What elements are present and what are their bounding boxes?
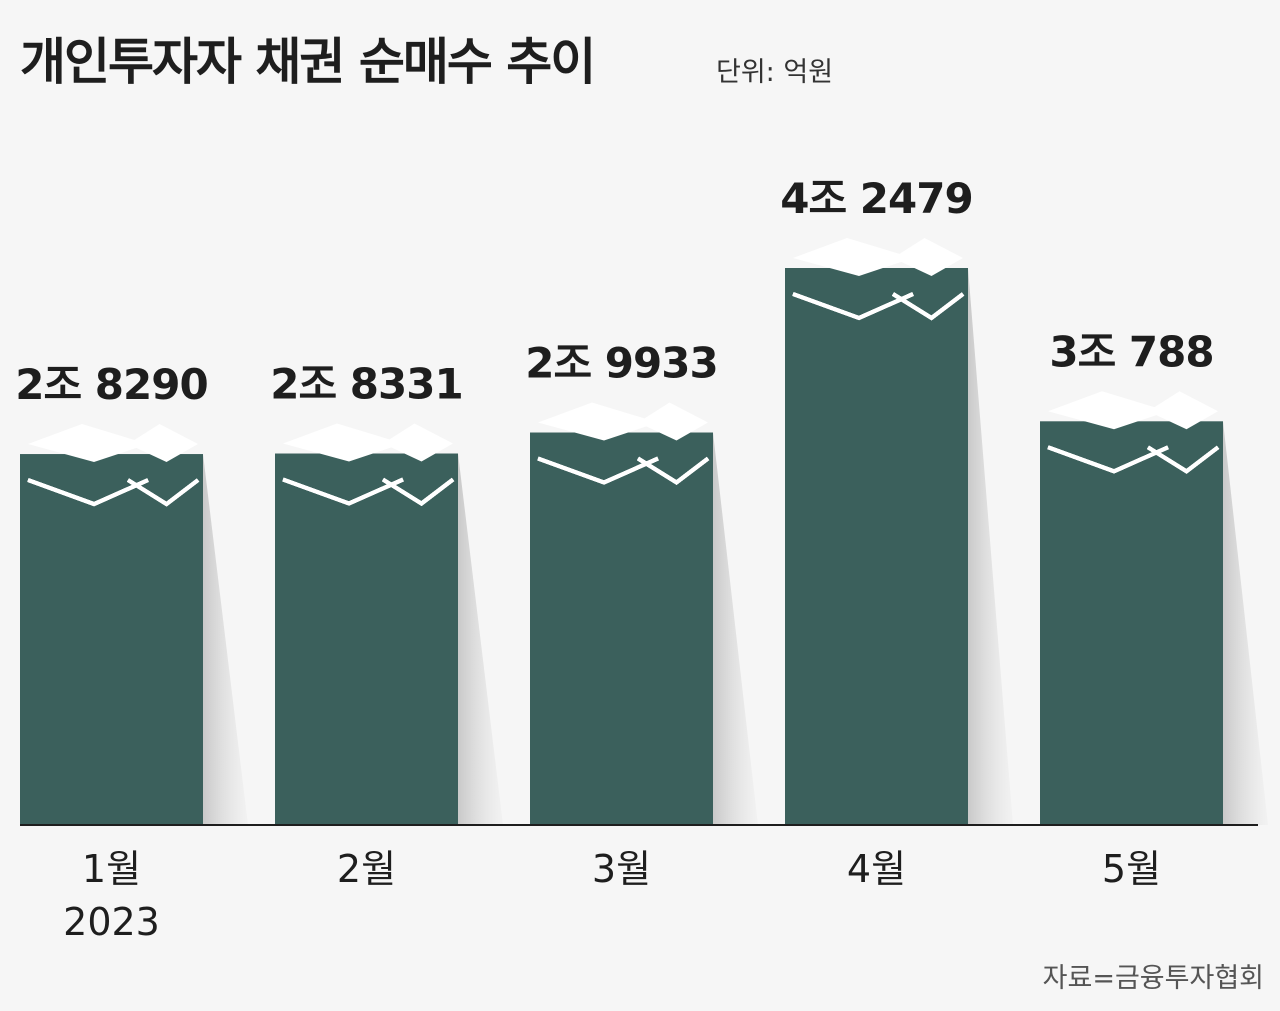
- note-top: [283, 423, 403, 462]
- note-line: [27, 478, 149, 507]
- bar-shadow: [1223, 421, 1268, 825]
- note-line: [636, 456, 710, 485]
- note-line: [891, 292, 965, 321]
- note-top: [128, 424, 198, 463]
- note-top: [893, 238, 963, 276]
- x-tick-sublabel: 2023: [63, 900, 160, 944]
- data-label: 2조 9933: [525, 339, 717, 388]
- bar: [530, 432, 713, 825]
- bar-group: 2조 8331 2월: [270, 360, 503, 891]
- x-tick-label: 2월: [337, 847, 396, 891]
- x-tick-label: 1월: [82, 847, 141, 891]
- chart-title: 개인투자자 채권 순매수 추이: [20, 33, 596, 91]
- bar: [785, 268, 968, 825]
- bar-shadow: [968, 268, 1013, 825]
- note-line: [1146, 445, 1220, 474]
- note-top: [538, 402, 658, 441]
- bar: [20, 454, 203, 825]
- note-top: [1048, 391, 1168, 430]
- x-tick-label: 3월: [592, 847, 651, 891]
- note-top: [28, 424, 148, 463]
- note-line: [126, 478, 200, 507]
- note-top: [793, 238, 913, 276]
- data-label: 2조 8331: [270, 360, 462, 409]
- note-top: [383, 423, 453, 462]
- data-label: 4조 2479: [780, 174, 972, 223]
- data-label: 3조 788: [1049, 327, 1213, 376]
- bar-shadow: [458, 453, 503, 825]
- note-line: [792, 292, 914, 321]
- bar-shadow: [713, 432, 758, 825]
- note-line: [1047, 445, 1169, 474]
- note-line: [282, 477, 404, 506]
- bar-group: 2조 9933 3월: [525, 339, 758, 891]
- note-top: [1148, 391, 1218, 430]
- data-label: 2조 8290: [15, 360, 207, 409]
- x-tick-label: 4월: [847, 847, 906, 891]
- bar-group: 4조 2479 4월: [780, 174, 1013, 891]
- bar: [275, 453, 458, 825]
- note-line: [381, 477, 455, 506]
- bar: [1040, 421, 1223, 825]
- note-line: [537, 456, 659, 485]
- bar-group: 3조 788 5월: [1040, 327, 1268, 891]
- bar-shadow: [203, 454, 248, 825]
- note-top: [638, 402, 708, 441]
- source-note: 자료=금융투자협회: [1042, 963, 1264, 994]
- bar-group: 2조 8290 1월 2023: [15, 360, 248, 944]
- x-tick-label: 5월: [1102, 847, 1161, 891]
- unit-label: 단위: 억원: [716, 57, 834, 88]
